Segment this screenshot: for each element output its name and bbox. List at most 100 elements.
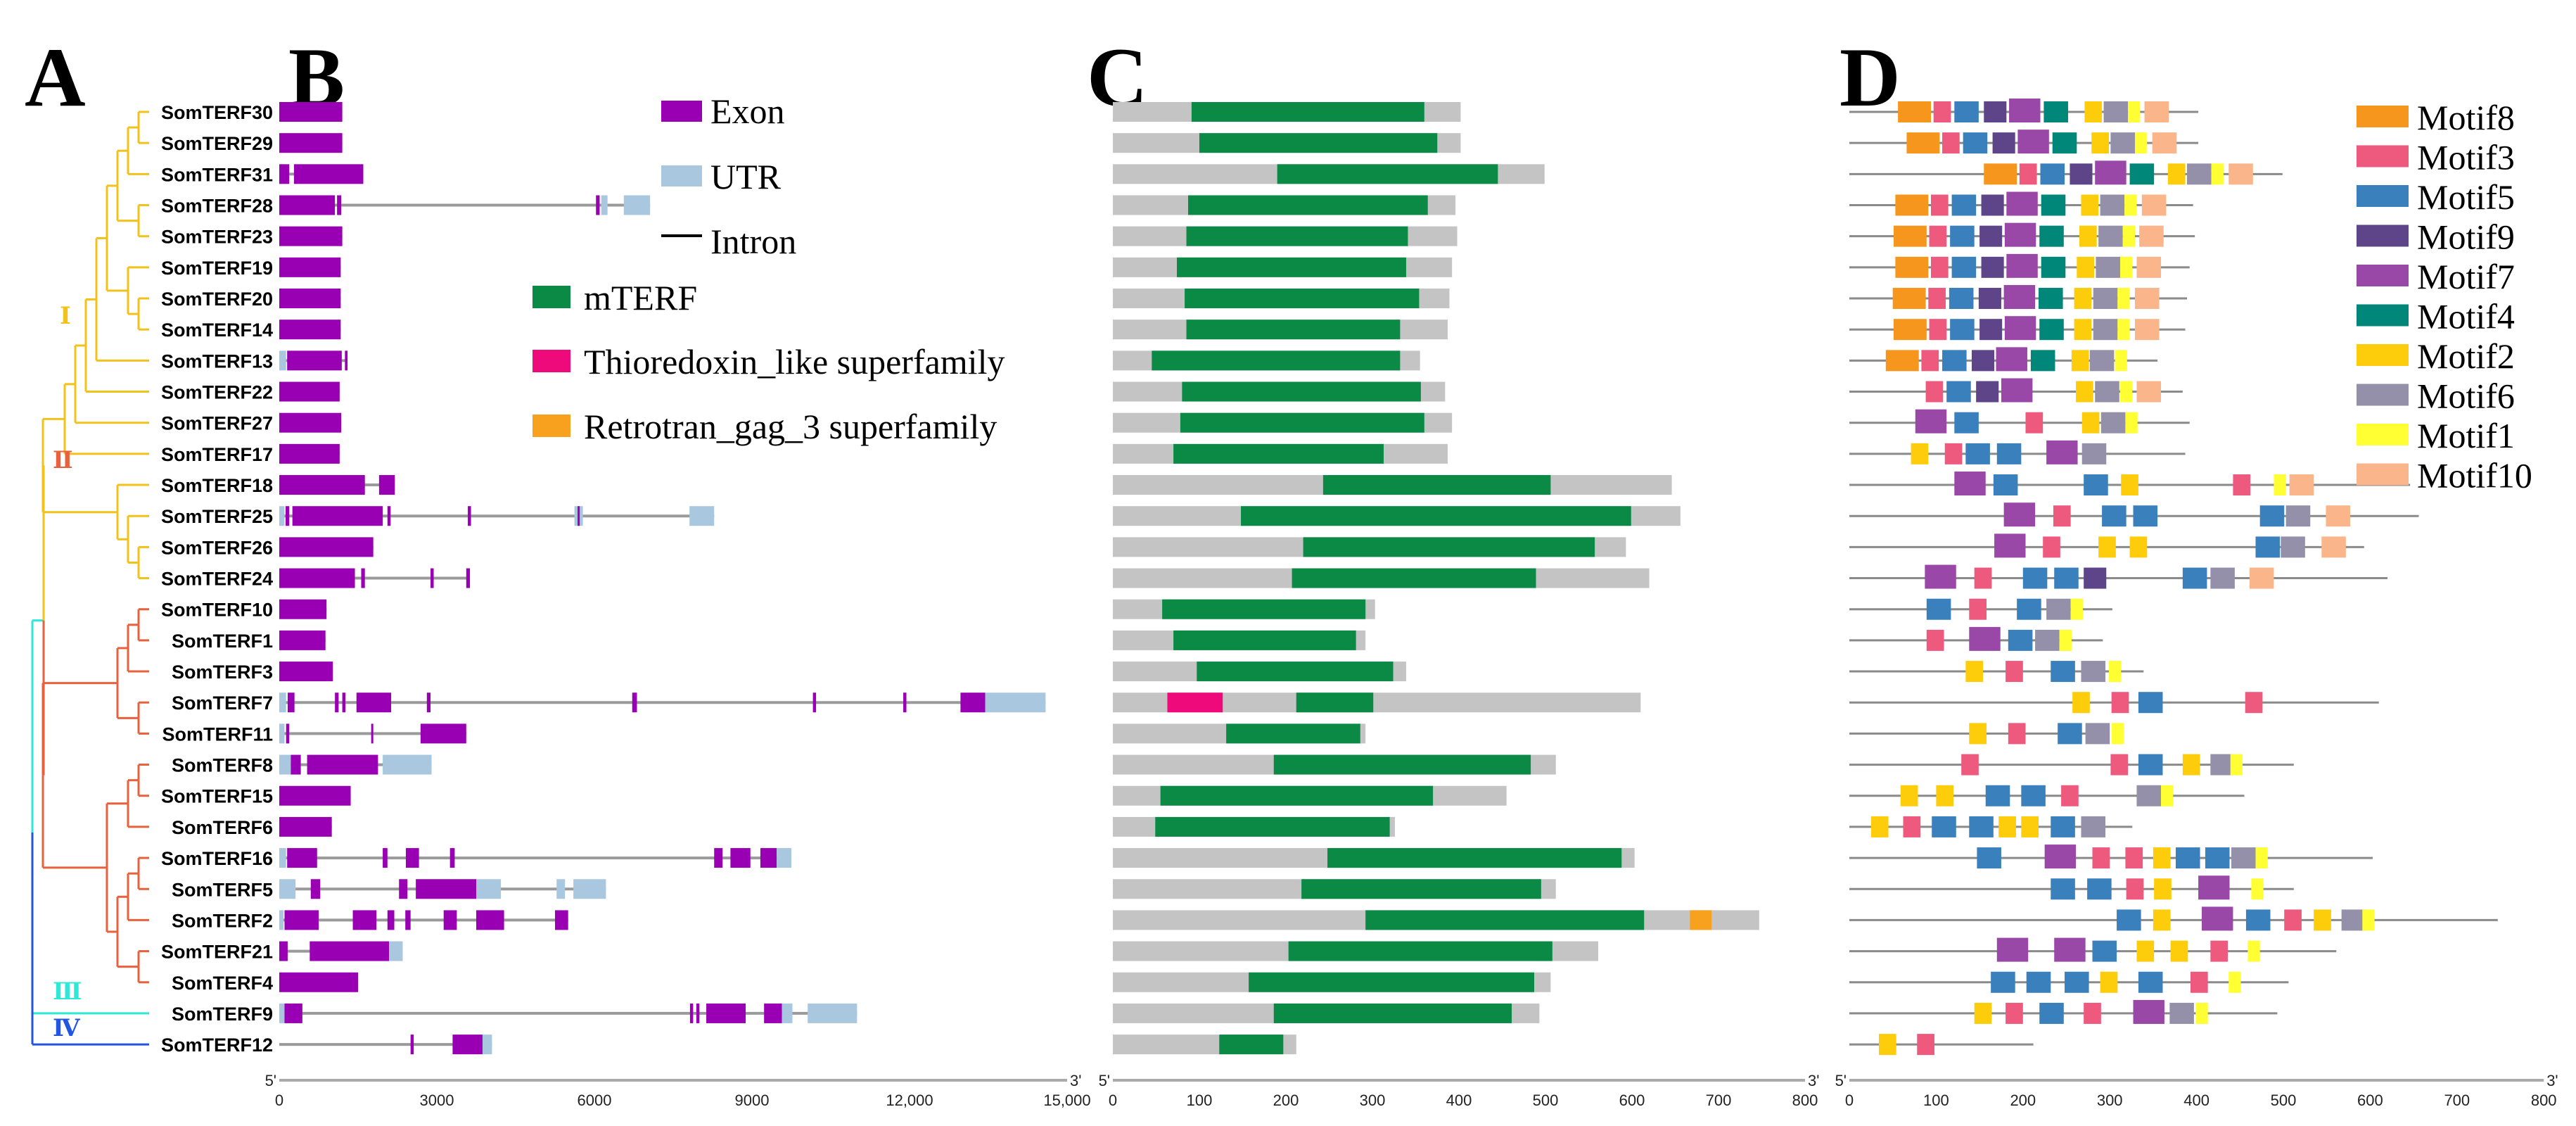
gene-structure-row xyxy=(279,941,403,961)
group-label-II: Ⅱ xyxy=(53,448,73,474)
gene-structure-row xyxy=(279,320,341,340)
motif9-block xyxy=(2070,163,2093,185)
exon-block xyxy=(279,412,342,433)
motif3-block xyxy=(1942,132,1960,154)
motif3-block xyxy=(2008,723,2026,745)
mterf-domain xyxy=(1186,320,1401,340)
gene-structure-row xyxy=(279,381,340,402)
retrotran-legend-label: Retrotran_gag_3 superfamily xyxy=(584,407,997,446)
motif7-block xyxy=(2095,160,2127,185)
exon-block xyxy=(293,164,364,184)
gene-name-label: SomTERF22 xyxy=(161,382,273,403)
protein-row xyxy=(1113,941,1599,961)
motif3-block xyxy=(2053,505,2071,527)
motif1-block xyxy=(2111,723,2124,745)
exon-block xyxy=(284,910,319,930)
motif5-block xyxy=(1951,194,1977,216)
motif6-block xyxy=(2096,256,2121,278)
axis-tick-label: 800 xyxy=(1792,1092,1818,1109)
motif7-block xyxy=(2006,253,2038,278)
axis-tick-label: 200 xyxy=(2010,1092,2036,1109)
motif8-block xyxy=(1895,194,1929,216)
motif7-block xyxy=(2006,191,2038,216)
utr-block xyxy=(985,692,1046,713)
motif7-block xyxy=(1994,533,2026,558)
motif9-block xyxy=(1979,225,2003,247)
axis-start-label: 5' xyxy=(1835,1072,1847,1089)
motif2-block xyxy=(2136,940,2155,962)
motif4-block xyxy=(2030,350,2055,372)
gene-structure-row xyxy=(279,506,715,526)
mterf-domain xyxy=(1173,443,1384,464)
protein-row xyxy=(1113,1003,1540,1023)
motif5-block xyxy=(1985,785,2010,806)
motif5-block xyxy=(2138,971,2163,993)
motif5-block xyxy=(2117,909,2141,931)
motif-row xyxy=(1849,222,2195,247)
motif5-block xyxy=(2058,723,2082,745)
motif7-block xyxy=(2003,285,2036,310)
motif1-block xyxy=(2125,412,2138,434)
exon-block xyxy=(279,257,341,277)
motif-row xyxy=(1849,971,2289,993)
motif2-block xyxy=(1911,443,1929,464)
gene-name-label: SomTERF9 xyxy=(172,1004,273,1025)
utr-block xyxy=(279,506,285,526)
motif5-block xyxy=(1963,132,1988,154)
motif-row xyxy=(1849,409,2190,434)
mterf-domain xyxy=(1273,754,1531,775)
mterf-domain xyxy=(1152,350,1401,371)
motif4-block xyxy=(2052,132,2077,154)
motif6-block xyxy=(2093,319,2118,341)
gene-name-label: SomTERF30 xyxy=(161,102,273,123)
exon-block xyxy=(416,879,476,899)
motif5-block xyxy=(2259,505,2285,527)
gene-structure-row xyxy=(279,599,327,619)
utr-block xyxy=(476,879,502,899)
motif-row xyxy=(1849,1034,2034,1056)
exon-block xyxy=(378,475,395,495)
mterf-domain xyxy=(1182,381,1421,402)
motif1-block xyxy=(2195,1002,2208,1024)
motif2-block xyxy=(2076,381,2093,403)
motif3-block xyxy=(2084,1002,2101,1024)
motif5-block xyxy=(2182,567,2207,589)
retrotran-domain xyxy=(1690,910,1712,930)
gene-name-label: SomTERF23 xyxy=(161,227,273,248)
motif6-block xyxy=(2341,909,2366,931)
mterf-domain xyxy=(1365,910,1645,930)
motif6-legend-swatch xyxy=(2357,384,2409,406)
motif6-block xyxy=(2093,288,2118,310)
motif3-block xyxy=(1933,101,1951,122)
motif7-block xyxy=(2054,937,2086,962)
motif6-block xyxy=(2085,723,2110,745)
motif2-block xyxy=(1965,661,1984,683)
axis-tick-label: 400 xyxy=(2183,1092,2210,1109)
motif10-block xyxy=(2229,163,2253,185)
exon-block xyxy=(310,941,390,961)
phylogenetic-tree: Ⅰ Ⅱ Ⅲ Ⅳ xyxy=(31,110,149,1046)
motif9-block xyxy=(1976,381,1999,403)
motif3-block xyxy=(2125,847,2143,869)
utr-block xyxy=(279,848,286,868)
exon-block xyxy=(279,816,332,837)
motif7-block xyxy=(2009,99,2041,122)
exon-block xyxy=(279,381,340,402)
utr-block xyxy=(279,879,296,899)
gene-structure-row xyxy=(279,692,1046,713)
gene-structure-row xyxy=(279,257,341,277)
domain-legend: mTERF Thioredoxin_like superfamily Retro… xyxy=(533,278,1005,446)
motif3-block xyxy=(1928,288,1946,310)
motif3-block xyxy=(1925,381,1944,403)
mterf-domain xyxy=(1177,257,1406,277)
motif7-block xyxy=(1996,347,2027,372)
motif1-block xyxy=(2247,940,2260,962)
motif7-block xyxy=(1925,564,1956,589)
motif1-block xyxy=(2120,256,2133,278)
motif6-block xyxy=(2169,1002,2194,1024)
mterf-domain xyxy=(1226,723,1360,744)
motif10-block xyxy=(2152,132,2177,154)
motif3-block xyxy=(2110,754,2129,776)
axis-tick-label: 600 xyxy=(2357,1092,2383,1109)
exon-block xyxy=(730,848,751,868)
